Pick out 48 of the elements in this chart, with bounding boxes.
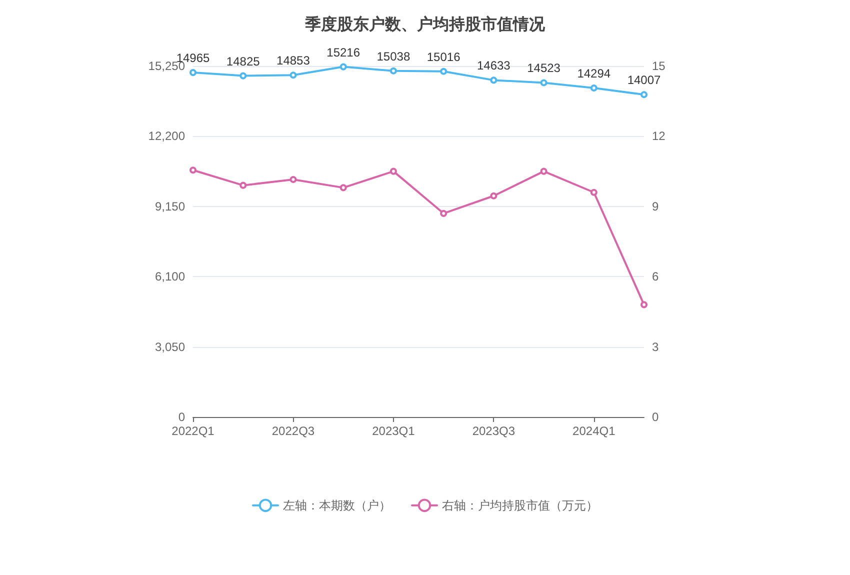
x-tick-label: 2023Q1 [372, 424, 416, 438]
point [240, 182, 247, 189]
point [390, 168, 397, 175]
data-label: 14633 [476, 58, 511, 73]
data-label: 14853 [276, 54, 310, 68]
data-label: 14007 [627, 73, 662, 88]
legend-label: 右轴：户均持股市值（万元） [442, 498, 598, 512]
chart-title: 季度股东户数、户均持股市值情况 [304, 14, 546, 34]
y2-tick-label: 3 [652, 340, 659, 354]
y2-tick-label: 9 [652, 199, 659, 214]
data-label: 15038 [376, 49, 410, 64]
point [190, 69, 196, 76]
point [190, 166, 196, 174]
point [490, 76, 498, 84]
point [440, 68, 448, 75]
y-tick-label: 9,150 [154, 199, 186, 214]
y2-tick-label: 15 [652, 59, 666, 73]
point [290, 72, 297, 79]
point [390, 67, 397, 74]
y-tick-label: 6,100 [154, 270, 186, 284]
point [540, 168, 548, 175]
y-tick-label: 3,050 [154, 340, 186, 354]
point [440, 210, 448, 217]
point [640, 301, 648, 308]
x-tick-label: 2022Q3 [272, 424, 315, 438]
data-label: 15016 [426, 50, 461, 64]
point [590, 84, 598, 92]
x-tick-label: 2023Q3 [472, 424, 516, 438]
x-tick-label: 2022Q1 [172, 424, 215, 438]
data-label: 14825 [226, 54, 260, 68]
data-label: 14294 [577, 66, 611, 81]
point [590, 188, 598, 196]
legend-label: 左轴：本期数（户） [283, 498, 391, 512]
y2-tick-label: 0 [652, 410, 659, 424]
point [290, 176, 297, 183]
y-tick-label: 0 [178, 410, 186, 424]
x-tick-label: 2024Q1 [572, 424, 616, 438]
data-label: 14523 [527, 61, 561, 76]
data-label: 15216 [326, 45, 360, 60]
y2-tick-label: 12 [652, 129, 666, 144]
point [490, 192, 498, 200]
point [540, 79, 548, 86]
point [240, 72, 247, 80]
y-tick-label: 12,200 [148, 129, 186, 144]
point [340, 63, 347, 70]
point [640, 91, 648, 98]
point [340, 184, 347, 192]
y2-tick-label: 6 [652, 270, 659, 284]
